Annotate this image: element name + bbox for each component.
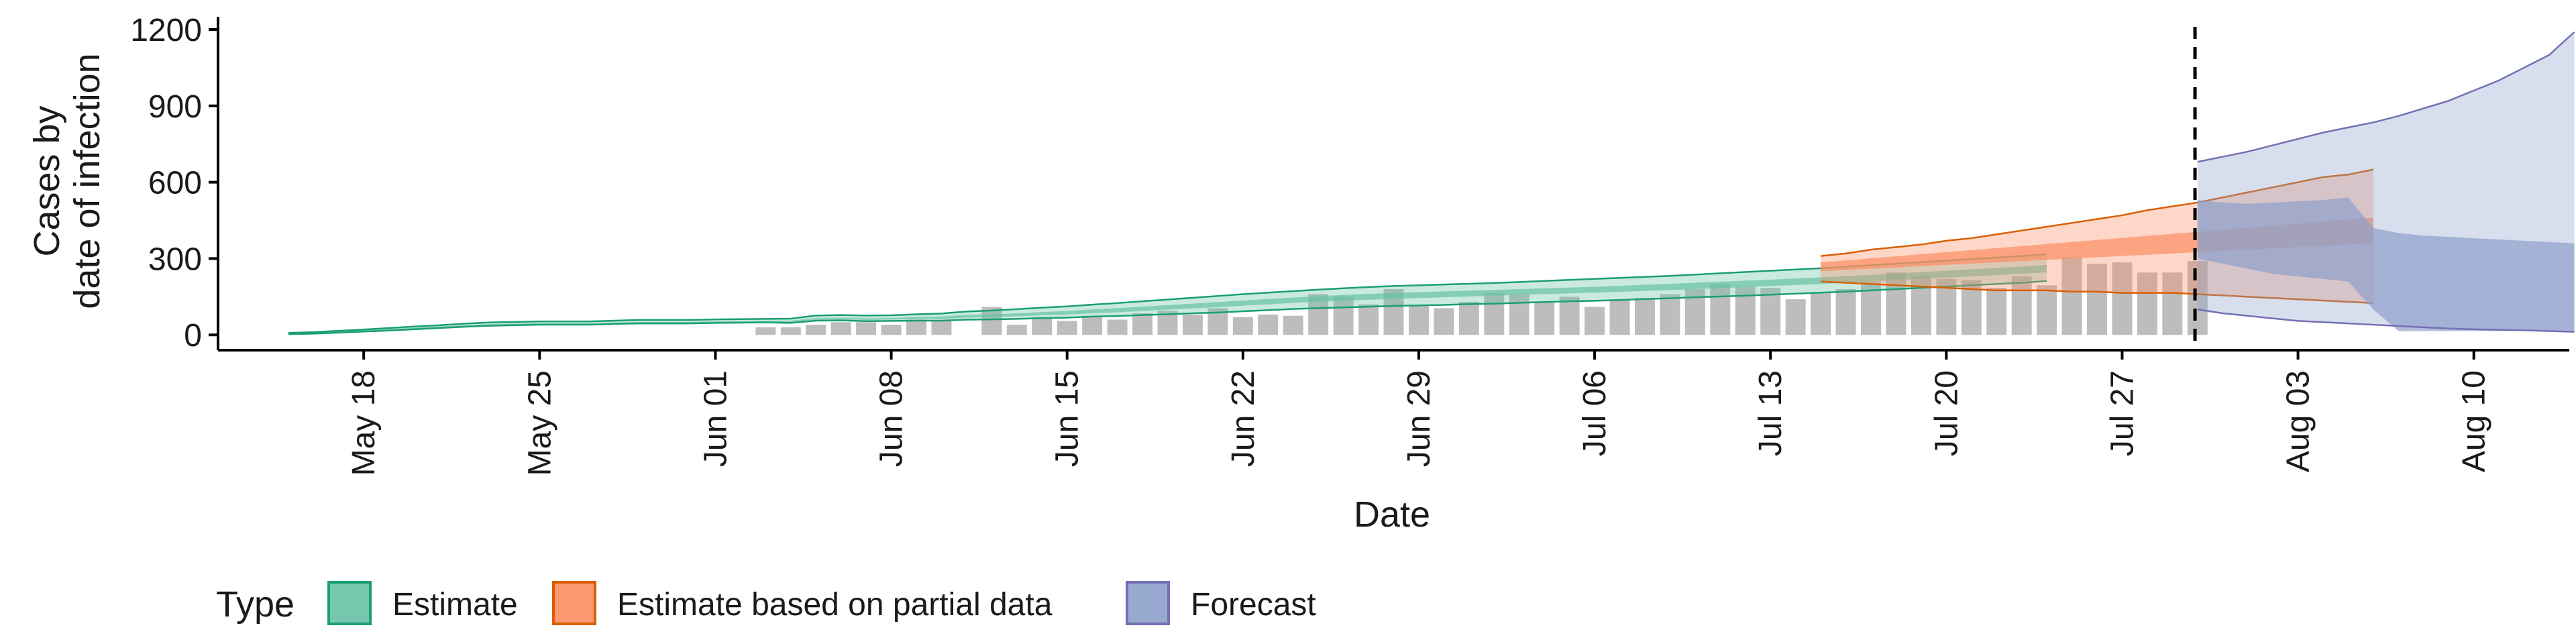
forecast-upper-line — [2197, 31, 2575, 163]
x-tick-label: May 25 — [522, 370, 557, 476]
x-tick-label: Jul 13 — [1753, 370, 1788, 456]
x-tick-label: Jun 22 — [1226, 370, 1261, 467]
y-axis-ticks: 0 300 600 900 1200 — [130, 13, 218, 354]
x-tick-label: Jun 08 — [874, 370, 910, 467]
observed-bar — [2137, 272, 2157, 335]
estimate-lower-line — [288, 280, 2047, 335]
estimate-ribbons — [288, 31, 2575, 335]
observed-bar — [755, 327, 776, 335]
estimate-based-on-partial-data-lower-line — [1821, 280, 2373, 305]
observed-bar — [881, 325, 902, 335]
legend-label-estimate-based-on-partial-data: Estimate based on partial data — [617, 587, 1053, 623]
observed-bar — [2061, 257, 2082, 335]
x-tick-label: Aug 03 — [2281, 370, 2316, 472]
estimate-upper-line — [288, 253, 2047, 334]
legend-swatch-estimate-based-on-partial-data — [552, 581, 596, 625]
observed-bar — [1057, 321, 1077, 335]
x-tick-label: Jun 15 — [1050, 370, 1085, 467]
x-tick-label: Jun 29 — [1401, 370, 1437, 467]
observed-cases-bars — [755, 257, 2208, 335]
observed-bar — [1585, 307, 1605, 335]
observed-bar — [1534, 301, 1555, 335]
observed-bar — [1182, 314, 1203, 335]
observed-bar — [931, 321, 952, 335]
x-axis-ticks: May 18 May 25 Jun 01 Jun 08 Jun 15 Jun 22 Jun … — [346, 350, 2492, 476]
observed-bar — [780, 327, 801, 335]
y-tick-label: 300 — [148, 241, 202, 277]
forecast-inner-band — [2197, 197, 2575, 331]
observed-bar — [1333, 297, 1354, 335]
observed-bar — [1032, 317, 1053, 335]
y-tick-label: 0 — [184, 318, 202, 354]
legend-title: Type — [216, 584, 294, 625]
observed-bar — [1660, 294, 1680, 335]
x-tick-label: Aug 10 — [2457, 370, 2492, 472]
observed-bar — [2037, 285, 2057, 335]
observed-bar — [1835, 288, 1856, 335]
observed-bar — [906, 319, 926, 335]
observed-bar — [1434, 308, 1454, 335]
observed-bar — [1132, 313, 1153, 335]
observed-bar — [806, 325, 826, 335]
observed-bar — [1811, 292, 1831, 335]
legend-swatch-estimate — [327, 581, 372, 625]
observed-bar — [2162, 272, 2183, 335]
x-tick-label: Jul 27 — [2104, 370, 2140, 456]
observed-bar — [1107, 319, 1128, 335]
observed-bar — [1082, 315, 1103, 335]
x-tick-label: Jun 01 — [698, 370, 733, 467]
observed-bar — [2112, 262, 2133, 335]
observed-bar — [1785, 299, 1806, 335]
x-tick-label: May 18 — [346, 370, 382, 476]
observed-bar — [2011, 276, 2032, 335]
observed-bar — [1232, 317, 1253, 335]
estimate-based-on-partial-data-outer-band — [1821, 169, 2373, 303]
observed-bar — [1258, 314, 1279, 335]
observed-bar — [1358, 304, 1379, 335]
observed-bar — [1509, 294, 1529, 335]
observed-bar — [1710, 284, 1731, 335]
legend: Type Estimate Estimate based on partial da… — [216, 581, 1316, 625]
observed-bar — [1006, 325, 1027, 335]
observed-bar — [1986, 288, 2007, 335]
observed-bar — [1283, 315, 1303, 335]
x-tick-label: Jul 20 — [1929, 370, 1964, 456]
observed-bar — [1458, 301, 1479, 335]
observed-bar — [2087, 264, 2107, 335]
legend-label-forecast: Forecast — [1191, 587, 1316, 623]
observed-bar — [830, 322, 851, 335]
legend-swatch-forecast — [1126, 581, 1170, 625]
x-tick-label: Jul 06 — [1577, 370, 1613, 456]
observed-bar — [1634, 298, 1655, 335]
x-axis-label: Date — [1354, 494, 1430, 535]
legend-label-estimate: Estimate — [392, 587, 518, 623]
observed-bar — [1408, 305, 1429, 335]
forecast-lower-line — [2197, 309, 2575, 333]
y-tick-label: 1200 — [130, 13, 202, 48]
estimate-based-on-partial-data-upper-line — [1820, 168, 2374, 257]
y-axis-label-line-2: date of infection — [67, 53, 107, 309]
observed-bar — [1559, 297, 1580, 335]
observed-bar — [1886, 272, 1907, 335]
observed-bar — [1484, 292, 1505, 335]
observed-bar — [2187, 261, 2208, 335]
observed-bar — [1609, 299, 1630, 335]
observed-bar — [856, 322, 877, 335]
y-axis-label-line-1: Cases by — [27, 105, 67, 256]
y-tick-label: 600 — [148, 166, 202, 201]
y-tick-label: 900 — [148, 89, 202, 125]
